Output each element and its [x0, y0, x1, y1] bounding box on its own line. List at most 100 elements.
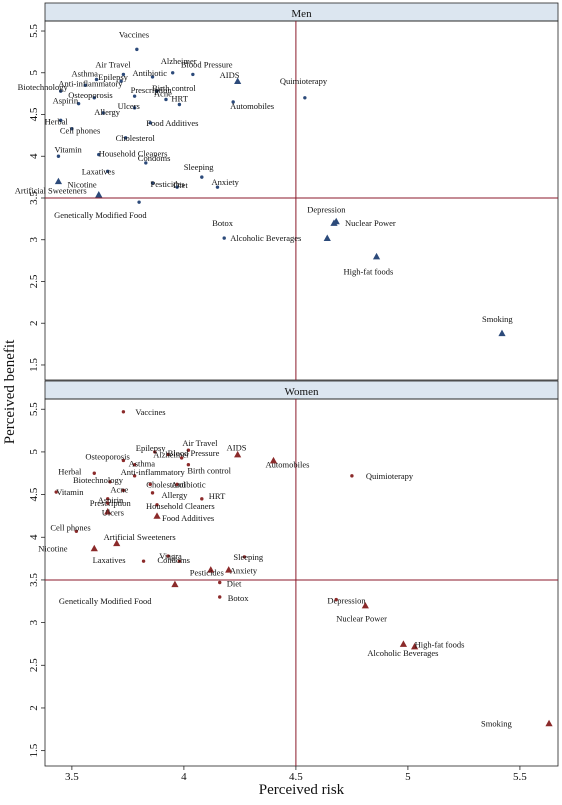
point-label-men-alzheimer: Alzheimer	[161, 56, 197, 66]
y-tick-label-women: 2.5	[28, 658, 40, 672]
point-label-men-osteoporosis: Osteoporosis	[68, 90, 112, 100]
point-label-men-sleeping: Sleeping	[184, 162, 214, 172]
point-men-pesticides	[150, 181, 155, 185]
point-women-sleeping	[242, 555, 247, 559]
point-women-diet	[218, 580, 222, 585]
point-women-alzheimer	[166, 452, 170, 457]
point-label-men-alcoholic-beverages: Alcoholic Beverages	[230, 233, 301, 243]
point-label-women-viagra: Viagra	[159, 551, 182, 561]
point-label-women-depression: Depression	[327, 596, 366, 606]
point-men-cholesterol	[123, 136, 128, 140]
y-tick-label-women: 4	[28, 534, 40, 540]
point-women-antibiotic	[175, 482, 179, 487]
point-label-women-alzheimer: Alzheimer	[153, 449, 189, 459]
point-label-women-household-cleaners: Household Cleaners	[146, 501, 215, 511]
point-women-herbal	[92, 471, 96, 475]
point-label-women-genetically-modified-food: Genetically Modified Food	[59, 596, 152, 606]
point-men-sleeping	[200, 175, 204, 179]
point-label-men-food-additives: Food Additives	[146, 118, 198, 128]
point-men-ulcers	[132, 106, 137, 110]
point-men-biotechnology	[58, 89, 63, 93]
point-label-women-smoking: Smoking	[481, 718, 512, 728]
point-label-men-anxiety: Anxiety	[211, 177, 239, 187]
point-label-women-antibiotic: Antibiotic	[171, 479, 206, 489]
y-tick-label-men: 2	[28, 320, 40, 326]
point-men-automobiles	[231, 100, 235, 104]
point-women-air-travel	[186, 448, 191, 452]
point-men-vaccines	[135, 47, 139, 52]
point-label-women-cholesterol: Cholesterol	[146, 479, 186, 489]
point-men-osteoporosis	[92, 96, 96, 100]
point-label-men-herbal: Herbal	[45, 116, 69, 126]
point-label-men-pesticides: Pesticides	[151, 179, 185, 189]
point-label-women-sleeping: Sleeping	[233, 552, 263, 562]
point-men-cell-phones	[70, 127, 74, 131]
point-label-women-diet: Diet	[227, 579, 242, 589]
point-label-women-allergy: Allergy	[162, 490, 189, 500]
point-men-condoms	[144, 161, 148, 165]
y-tick-label-men: 4	[28, 153, 40, 159]
point-label-men-acne: Acne	[154, 88, 172, 98]
point-label-men-ulcers: Ulcers	[118, 101, 140, 111]
point-men-anti-inflammatory	[83, 83, 88, 87]
y-tick-label-women: 5	[28, 449, 40, 455]
y-tick-label-women: 3	[28, 619, 40, 625]
point-label-men-air-travel: Air Travel	[95, 59, 131, 69]
point-men-food-additives	[148, 121, 152, 125]
point-men-high-fat-foods	[372, 252, 381, 260]
point-label-women-vaccines: Vaccines	[135, 407, 165, 417]
y-tick-label-women: 2	[28, 705, 40, 711]
point-label-men-biotechnology: Biotechnology	[18, 82, 69, 92]
point-label-women-prescription: Prescription	[90, 498, 132, 508]
point-women-cholesterol	[148, 482, 152, 487]
point-label-women-food-additives: Food Additives	[162, 513, 214, 523]
point-label-women-asthma: Asthma	[129, 459, 156, 469]
point-label-men-nuclear-power: Nuclear Power	[345, 218, 396, 228]
point-men-nuclear-power	[330, 219, 338, 226]
point-women-automobiles	[269, 456, 278, 464]
point-label-men-genetically-modified-food: Genetically Modified Food	[54, 210, 147, 220]
plot-frame-men	[44, 20, 559, 381]
point-men-artificial-sweeteners	[95, 191, 103, 198]
point-label-women-air-travel: Air Travel	[182, 438, 218, 448]
point-label-men-high-fat-foods: High-fat foods	[344, 266, 394, 276]
point-women-biotechnology	[108, 480, 112, 484]
point-men-alcoholic-beverages	[323, 234, 331, 241]
point-label-men-hrt: HRT	[171, 93, 188, 103]
point-label-women-anxiety: Anxiety	[230, 566, 258, 576]
y-axis-title: Perceived benefit	[2, 339, 18, 444]
point-label-women-anti-inflammatory: Anti-inflammatory	[121, 467, 186, 477]
point-label-women-nuclear-power: Nuclear Power	[336, 614, 387, 624]
x-axis-title: Perceived risk	[259, 782, 345, 798]
point-men-anxiety	[215, 185, 220, 189]
point-label-women-hrt: HRT	[209, 491, 226, 501]
point-men-botox	[222, 236, 226, 240]
point-men-vitamin	[56, 154, 61, 158]
point-women-household-cleaners	[155, 503, 159, 507]
point-label-women-laxatives: Laxatives	[93, 555, 126, 565]
point-label-men-vaccines: Vaccines	[119, 29, 149, 39]
y-tick-label-women: 4.5	[28, 487, 40, 501]
point-label-men-quimioterapy: Quimioterapy	[280, 76, 328, 86]
x-tick-label: 5.5	[513, 771, 527, 783]
y-tick-label-men: 5	[28, 70, 40, 76]
point-label-women-birth-control: Birth control	[187, 466, 231, 476]
point-men-antibiotic	[150, 75, 155, 79]
y-tick-label-men: 4.5	[28, 107, 40, 121]
point-women-vaccines	[121, 410, 126, 414]
y-tick-label-women: 5.5	[28, 402, 40, 416]
point-label-women-pesticides: Pesticides	[190, 568, 224, 578]
point-label-men-diet: Diet	[173, 180, 188, 190]
x-tick-label: 4	[181, 771, 187, 783]
point-women-high-fat-foods	[411, 642, 419, 650]
point-women-laxatives	[141, 559, 146, 563]
point-women-nuclear-power	[334, 597, 338, 602]
point-women-condoms	[177, 559, 182, 563]
point-women-blood-pressure	[179, 456, 184, 460]
point-label-men-cell-phones: Cell phones	[60, 126, 100, 136]
point-label-women-artificial-sweeteners: Artificial Sweeteners	[104, 532, 176, 542]
point-men-epilepsy	[119, 79, 123, 83]
point-label-men-asthma: Asthma	[72, 68, 99, 78]
point-label-men-household-cleaners: Household Cleaners	[99, 149, 168, 159]
point-women-botox	[218, 595, 222, 599]
